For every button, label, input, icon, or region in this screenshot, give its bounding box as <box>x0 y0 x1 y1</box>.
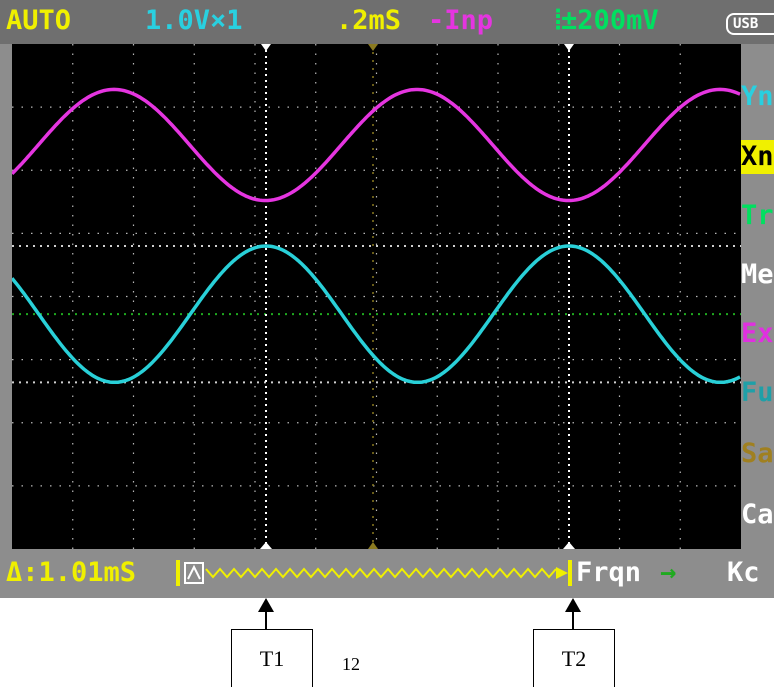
cursor-marker-bottom-1 <box>563 542 575 549</box>
cursor-marker-top-0 <box>261 44 271 51</box>
t2-arrowhead <box>565 598 581 612</box>
side-menu-item-2[interactable]: Tr <box>741 200 774 231</box>
side-menu-item-1[interactable]: Xn <box>741 140 774 174</box>
cursor-marker-top-1 <box>564 44 574 51</box>
waveform-screen <box>10 44 741 549</box>
span-zigzag <box>205 567 557 579</box>
t2-callout: T2 <box>533 629 615 687</box>
cursor-left-bracket <box>176 560 180 586</box>
cursor-right-bracket <box>568 560 572 586</box>
measurement-bar: Δ:1.01mS Frqn → Kc <box>0 549 774 598</box>
cursor-marker-bottom-0 <box>260 542 272 549</box>
usb-icon: USB <box>726 13 774 35</box>
side-menu-item-3[interactable]: Me <box>741 259 774 290</box>
waveform-plot <box>10 44 741 549</box>
trigger-position-marker-top <box>368 44 378 51</box>
side-menu-item-4[interactable]: Ex <box>741 318 774 349</box>
unit-label: Kc <box>727 557 760 588</box>
cursor-span-indicator <box>176 560 572 586</box>
trigger-position-marker-bottom <box>368 542 378 549</box>
t1-arrowhead <box>258 598 274 612</box>
middle-label: 12 <box>342 654 360 674</box>
oscilloscope-display: AUTO 1.0V×1 .2mS -Inp ⦙±200mV USB Yn Xn Tr… <box>0 0 774 598</box>
timebase[interactable]: .2mS <box>336 5 402 36</box>
side-menu-item-7[interactable]: Ca <box>741 499 774 530</box>
delta-time-readout: Δ:1.01mS <box>6 557 137 588</box>
status-bar: AUTO 1.0V×1 .2mS -Inp ⦙±200mV USB <box>0 0 774 44</box>
right-arrow-icon: → <box>660 557 677 588</box>
span-arrowhead <box>556 567 568 579</box>
trigger-mode[interactable]: AUTO <box>6 5 72 36</box>
side-menu-item-5[interactable]: Fu <box>741 377 774 408</box>
measure-mode[interactable]: Frqn <box>576 557 642 588</box>
side-menu-item-6[interactable]: Sa <box>741 438 774 469</box>
input-mode[interactable]: -Inp <box>428 5 494 36</box>
callout-arrows <box>258 598 581 630</box>
channel-b-trace <box>10 244 741 385</box>
side-menu-item-0[interactable]: Yn <box>741 81 774 112</box>
span-icon <box>184 562 204 584</box>
trigger-level[interactable]: ⦙±200mV <box>555 5 659 36</box>
channel-a-trace <box>10 87 741 203</box>
t1-callout: T1 <box>231 629 313 687</box>
voltage-scale[interactable]: 1.0V×1 <box>145 5 243 36</box>
